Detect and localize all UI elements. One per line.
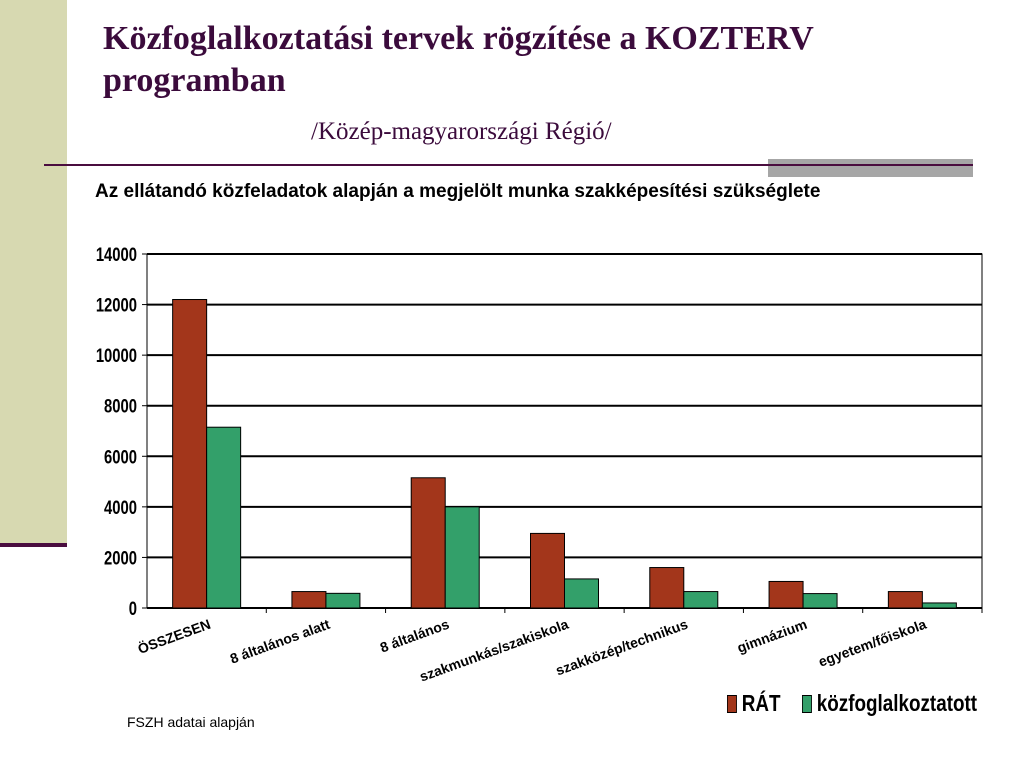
legend-label-rat: RÁT: [741, 690, 781, 716]
y-tick-label: 2000: [104, 548, 137, 569]
bar-kozfoglalkoztatott: [802, 593, 838, 609]
bar-kozfoglalkoztatott: [683, 591, 719, 609]
y-tick-label: 8000: [104, 396, 137, 417]
y-tick-label: 10000: [96, 345, 137, 366]
bar-rat: [649, 567, 685, 609]
bar-rat: [768, 580, 804, 609]
bar-rat: [410, 477, 446, 609]
chart-caption: Az ellátandó közfeladatok alapján a megj…: [95, 181, 821, 202]
bar-rat: [530, 532, 565, 609]
header-rule: [44, 164, 770, 166]
bar-kozfoglalkoztatott: [921, 602, 957, 609]
x-category-label: ÖSSZESEN: [136, 616, 213, 657]
x-category-label: szakközép/technikus: [553, 616, 690, 679]
bar-kozfoglalkoztatott: [444, 506, 480, 609]
bar-kozfoglalkoztatott: [325, 592, 361, 609]
legend-item-rat: RÁT: [727, 690, 781, 717]
side-rule: [0, 543, 67, 547]
chart-legend: RÁT közfoglalkoztatott: [727, 690, 1024, 717]
header-accent-bar: [768, 159, 973, 177]
bar-kozfoglalkoztatott: [564, 578, 599, 609]
y-tick-label: 4000: [104, 497, 137, 518]
legend-swatch-rat: [727, 694, 737, 713]
bar-kozfoglalkoztatott: [206, 426, 242, 609]
legend-swatch-kozfoglalkoztatott: [802, 694, 813, 713]
legend-label-kozfoglalkoztatott: közfoglalkoztatott: [817, 690, 978, 716]
y-tick-label: 6000: [104, 447, 137, 468]
header-accent-line: [768, 164, 973, 166]
y-tick-label: 12000: [96, 295, 137, 316]
x-category-label: egyetem/főiskola: [816, 616, 928, 670]
y-tick-label: 0: [129, 598, 137, 619]
side-band: [0, 0, 67, 545]
bar-rat: [172, 299, 208, 609]
slide-subtitle: /Közép-magyarországi Régió/: [311, 118, 612, 145]
legend-item-kozfoglalkoztatott: közfoglalkoztatott: [802, 690, 977, 717]
bar-rat: [291, 591, 327, 609]
y-tick-label: 14000: [96, 244, 137, 265]
x-category-label: gimnázium: [735, 616, 809, 656]
slide-title: Közfoglalkoztatási tervek rögzítése a KO…: [103, 20, 814, 99]
bar-rat: [887, 591, 923, 609]
source-footnote: FSZH adatai alapján: [127, 714, 255, 730]
x-category-label: 8 általános alatt: [228, 616, 332, 667]
x-category-label: 8 általános: [378, 616, 452, 656]
